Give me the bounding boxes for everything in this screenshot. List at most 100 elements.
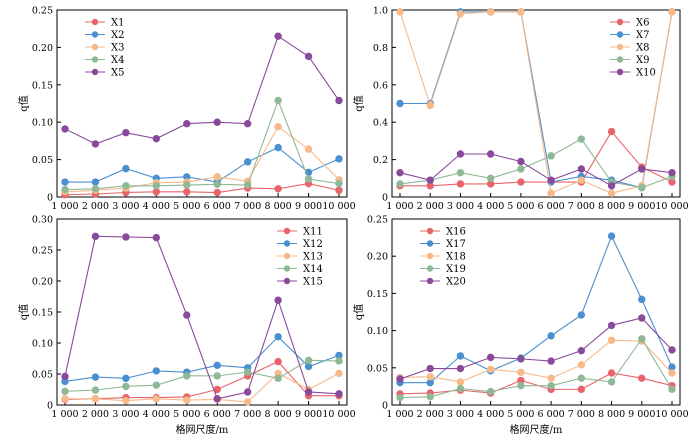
data-point <box>396 393 404 402</box>
y-tick-label: 0.30 <box>32 215 53 226</box>
chart-panel-2: 0 0.2 0.4 0.6 0.8 1.0 1 000 2 000 3 000 4 000 5 00… <box>352 6 689 213</box>
data-point <box>668 8 676 16</box>
data-point <box>152 381 161 389</box>
legend-marker <box>616 43 624 51</box>
data-point <box>607 321 616 330</box>
data-point <box>152 134 161 143</box>
data-point <box>426 373 434 381</box>
data-point <box>152 182 161 190</box>
x-tick-label: 4 000 <box>477 201 504 212</box>
data-point <box>183 311 191 319</box>
data-point <box>243 388 252 396</box>
y-tick-label: 0 <box>382 401 388 412</box>
data-point <box>213 395 221 403</box>
x-tick-label: 2 000 <box>82 201 109 212</box>
x-tick-label: 3 000 <box>447 201 474 212</box>
x-tick-label: 5 000 <box>173 409 200 420</box>
data-point <box>304 175 313 183</box>
series-X6 <box>396 127 676 190</box>
x-tick-label: 10 000 <box>322 409 355 420</box>
data-point <box>61 185 69 194</box>
x-tick-label: 6 000 <box>538 409 565 420</box>
legend-marker <box>91 43 99 51</box>
series-X19 <box>396 335 676 402</box>
series-line-X8 <box>399 11 673 195</box>
data-point <box>274 32 282 40</box>
series-line-X10 <box>399 153 673 187</box>
data-point <box>243 158 252 166</box>
data-point <box>335 369 343 378</box>
legend-label: X12 <box>303 239 323 250</box>
data-point <box>396 180 404 188</box>
series-X15 <box>61 232 343 403</box>
series-X18 <box>396 336 676 386</box>
data-point <box>547 152 555 160</box>
data-point <box>91 185 100 193</box>
x-tick-label: 3 000 <box>112 201 139 212</box>
data-point <box>486 365 495 373</box>
data-point <box>213 118 221 126</box>
series-line-X13 <box>65 372 340 403</box>
x-tick-label: 9 000 <box>295 201 322 212</box>
data-point <box>638 183 646 192</box>
data-point <box>456 10 465 18</box>
data-point <box>486 387 495 396</box>
plot-frame <box>56 9 348 198</box>
series-X12 <box>61 333 343 386</box>
data-point <box>183 181 191 189</box>
data-point <box>122 128 130 137</box>
data-point <box>335 96 343 105</box>
data-point <box>213 361 221 370</box>
y-tick-label: 0.05 <box>32 370 53 381</box>
x-tick-label: 8 000 <box>598 409 625 420</box>
data-point <box>91 140 100 148</box>
data-point <box>274 143 282 152</box>
x-tick-label: 2 000 <box>417 409 444 420</box>
data-point <box>607 189 616 197</box>
data-point <box>61 395 69 403</box>
series-line-X18 <box>399 339 673 383</box>
data-point <box>577 311 586 319</box>
legend-label: X8 <box>636 43 649 54</box>
series-line-X17 <box>400 234 673 384</box>
legend-label: X5 <box>111 68 124 79</box>
series-X8 <box>396 8 676 197</box>
legend-marker <box>91 31 99 38</box>
y-tick-label: 0.10 <box>32 339 53 350</box>
data-point <box>517 368 525 376</box>
data-point <box>396 8 404 16</box>
data-point <box>243 181 252 189</box>
legend-marker <box>616 18 624 26</box>
legend-marker <box>283 265 291 272</box>
legend-label: X10 <box>636 68 656 79</box>
data-point <box>91 373 100 381</box>
data-point <box>274 374 282 383</box>
series-line-X19 <box>399 337 673 399</box>
data-point <box>668 363 676 371</box>
x-tick-label: 6 000 <box>538 201 565 212</box>
legend-marker <box>426 265 434 272</box>
data-point <box>638 335 646 343</box>
y-tick-label: 0.25 <box>367 215 388 226</box>
y-tick-label: 0.20 <box>32 277 53 288</box>
data-point <box>152 395 161 403</box>
series-line-X11 <box>64 360 339 400</box>
data-point <box>243 398 252 406</box>
data-point <box>668 385 676 394</box>
data-point <box>396 375 404 383</box>
data-point <box>91 178 100 186</box>
series-X4 <box>61 96 343 194</box>
data-point <box>486 174 495 183</box>
x-axis-title: 格网尺度/m <box>176 423 229 436</box>
legend-label: X14 <box>303 264 323 275</box>
series-line-X16 <box>399 372 673 395</box>
legend-marker <box>283 240 291 247</box>
data-point <box>517 381 525 390</box>
data-point <box>122 382 130 391</box>
data-point <box>122 396 130 405</box>
y-tick-label: 0.8 <box>373 43 388 54</box>
data-point <box>396 168 404 177</box>
